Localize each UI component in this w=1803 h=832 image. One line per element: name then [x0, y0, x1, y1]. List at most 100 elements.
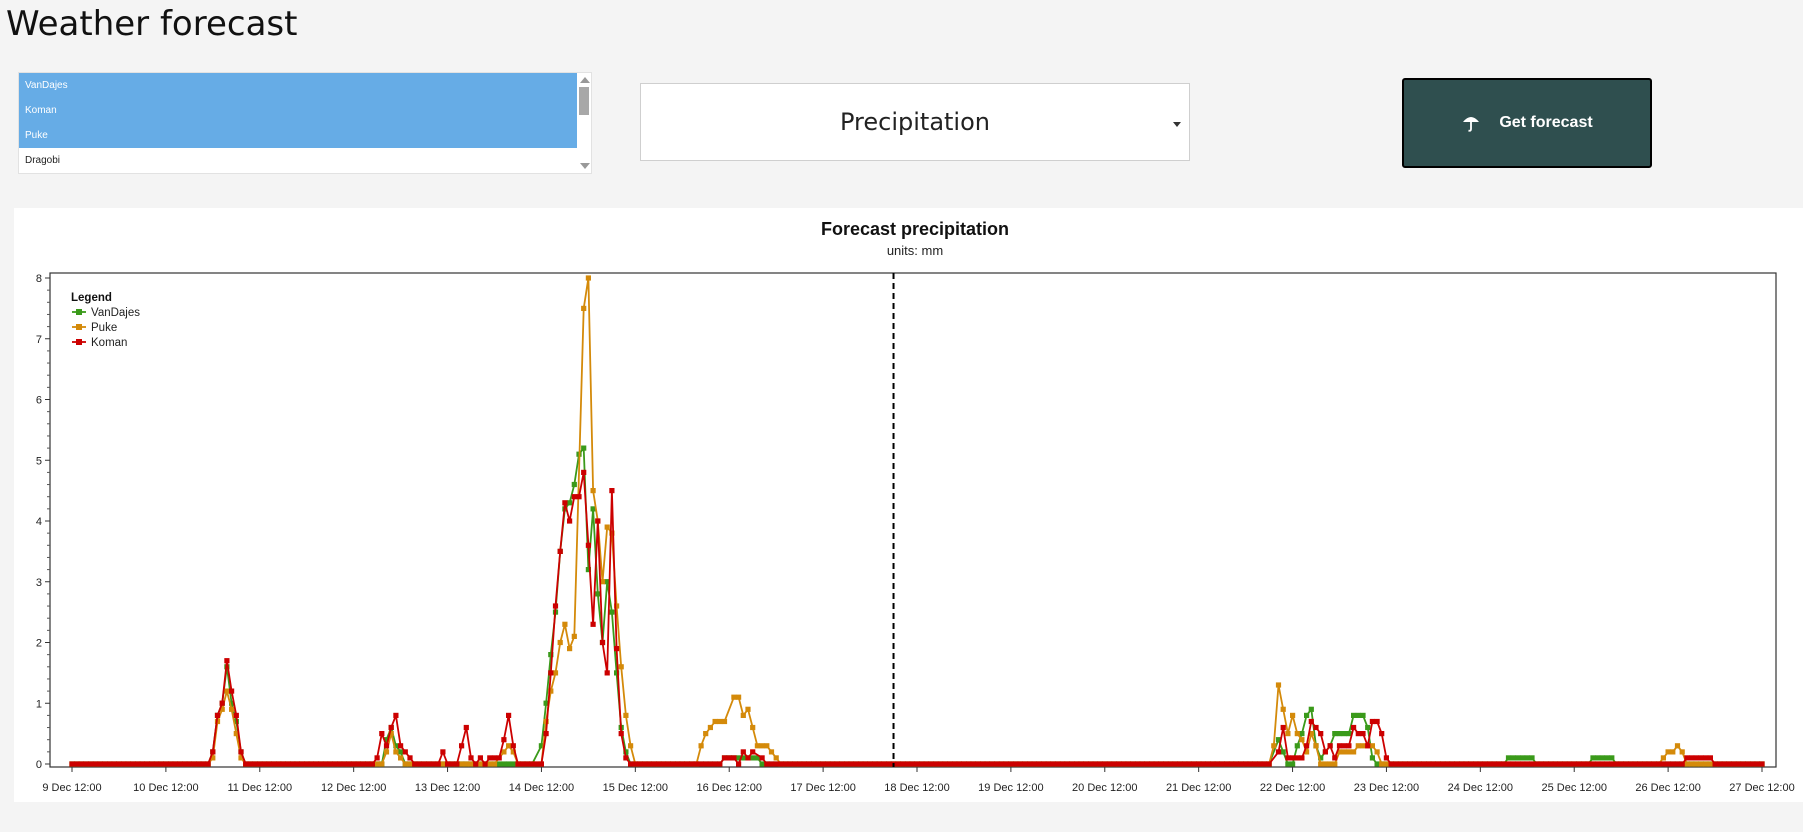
scroll-thumb[interactable] — [579, 87, 589, 115]
get-forecast-label: Get forecast — [1499, 114, 1593, 131]
data-point — [393, 749, 399, 755]
data-point — [1468, 761, 1474, 767]
data-point — [961, 761, 967, 767]
data-point — [543, 718, 549, 725]
y-tick-label: 5 — [36, 455, 42, 467]
data-point — [322, 761, 329, 767]
data-point — [740, 749, 746, 755]
scroll-up-icon[interactable] — [580, 77, 590, 83]
data-point — [585, 275, 591, 281]
data-point — [1684, 761, 1690, 767]
data-point — [299, 761, 305, 767]
data-point — [1078, 761, 1084, 767]
variable-select[interactable]: Precipitation — [640, 83, 1190, 161]
data-point — [1651, 761, 1657, 767]
data-point — [1332, 755, 1338, 761]
data-point — [1294, 743, 1300, 749]
chart-title: Forecast precipitation — [820, 219, 1010, 239]
data-point — [750, 755, 756, 761]
data-point — [229, 688, 235, 694]
data-point — [1735, 761, 1742, 767]
data-point — [153, 761, 160, 767]
data-point — [1318, 755, 1324, 761]
x-tick-label: 13 Dec 12:00 — [415, 782, 480, 794]
legend-item: VanDajes — [72, 307, 140, 319]
data-point — [1322, 749, 1328, 755]
data-point — [1027, 761, 1033, 767]
data-point — [163, 761, 169, 767]
chart-legend: Legend VanDajes Puke Koman — [71, 292, 140, 349]
data-point — [1332, 731, 1338, 737]
series-koman — [69, 469, 1765, 767]
data-point — [1604, 755, 1610, 761]
location-item-puke[interactable]: Puke — [19, 123, 577, 148]
data-point — [1505, 755, 1512, 761]
location-item-dragobi[interactable]: Dragobi — [25, 155, 61, 166]
get-forecast-button[interactable]: Get forecast — [1402, 78, 1652, 168]
data-point — [388, 724, 394, 731]
data-point — [909, 761, 915, 767]
data-point — [1341, 731, 1347, 737]
data-point — [233, 712, 239, 718]
data-point — [524, 761, 530, 767]
data-point — [567, 646, 573, 652]
data-point — [177, 761, 183, 767]
data-point — [1275, 749, 1282, 755]
data-point — [1628, 761, 1634, 767]
data-point — [1581, 761, 1587, 767]
data-point — [989, 761, 995, 767]
chevron-down-icon[interactable] — [1173, 122, 1181, 127]
data-point — [506, 712, 512, 718]
data-point — [459, 761, 465, 767]
data-point — [374, 761, 380, 767]
data-point — [200, 761, 206, 767]
data-point — [477, 761, 483, 767]
data-point — [599, 579, 606, 585]
data-point — [721, 718, 728, 725]
data-point — [590, 506, 596, 512]
data-point — [604, 524, 610, 530]
data-point — [1595, 761, 1601, 767]
data-point — [623, 755, 629, 761]
location-listbox[interactable]: VanDajes Koman Puke Dragobi — [18, 72, 592, 174]
data-point — [1351, 724, 1357, 731]
data-point — [1703, 761, 1709, 767]
scroll-down-icon[interactable] — [580, 163, 590, 169]
umbrella-icon — [1463, 117, 1480, 132]
data-point — [496, 755, 502, 761]
data-point — [1656, 761, 1662, 767]
data-point — [1557, 761, 1563, 767]
data-point — [571, 633, 577, 639]
data-point — [707, 724, 713, 731]
x-tick-label: 14 Dec 12:00 — [509, 782, 574, 794]
data-point — [689, 761, 695, 767]
data-point — [736, 761, 742, 767]
data-point — [1590, 761, 1596, 767]
data-point — [1177, 761, 1183, 767]
data-point — [858, 761, 864, 767]
data-point — [1693, 755, 1699, 761]
data-point — [1313, 724, 1319, 731]
data-point — [107, 761, 113, 767]
data-point — [1543, 761, 1549, 767]
data-point — [1008, 761, 1014, 767]
data-point — [1205, 761, 1211, 767]
data-point — [304, 761, 310, 767]
data-point — [538, 761, 544, 767]
data-point — [1149, 761, 1155, 767]
data-point — [111, 761, 117, 767]
data-point — [1355, 731, 1361, 737]
location-item-koman[interactable]: Koman — [19, 98, 577, 123]
data-point — [952, 761, 958, 767]
data-point — [768, 749, 775, 755]
location-item-vandajes[interactable]: VanDajes — [19, 73, 577, 98]
data-point — [182, 761, 188, 767]
data-point — [1459, 761, 1465, 767]
data-point — [1163, 761, 1169, 767]
data-point — [848, 761, 854, 767]
data-point — [337, 761, 343, 767]
data-point — [998, 761, 1005, 767]
data-point — [1745, 761, 1751, 767]
data-point — [1290, 761, 1296, 767]
listbox-scrollbar[interactable] — [577, 73, 591, 173]
